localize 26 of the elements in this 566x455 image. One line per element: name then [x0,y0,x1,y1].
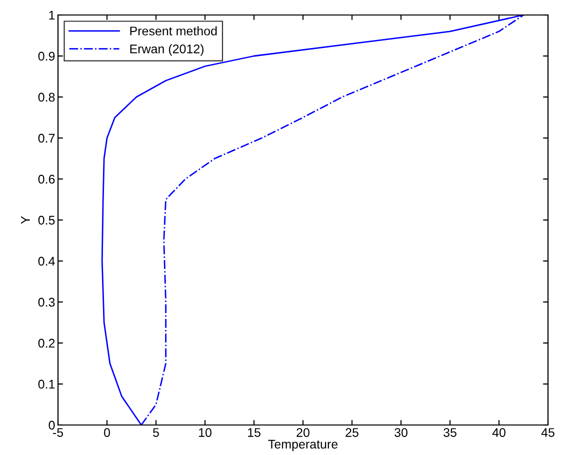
x-tick-label: 0 [104,428,110,437]
y-tick-label: 0.5 [38,216,55,225]
y-tick-label: 0.1 [38,380,55,389]
x-tick-label: 5 [153,428,159,437]
x-tick-label: 35 [444,428,456,437]
y-tick-label: 1 [49,10,55,20]
x-tick-label: -5 [53,428,64,437]
y-tick-label: 0.2 [38,338,55,348]
legend-label: Erwan (2012) [130,44,204,56]
y-tick-label: 0.3 [38,298,55,307]
y-tick-label: 0.7 [38,134,55,143]
x-axis-title: Temperature [268,440,338,452]
x-tick-label: 40 [492,428,506,437]
x-tick-label: 30 [394,428,408,437]
y-tick-label: 0.9 [38,52,55,61]
y-axis-title: Y [21,216,30,224]
y-tick-label: 0.4 [38,256,55,266]
x-tick-label: 20 [296,428,310,437]
legend-label: Present method [130,26,217,36]
x-tick-label: 10 [199,428,212,437]
y-tick-label: 0.6 [38,174,55,184]
x-tick-label: 25 [346,428,358,437]
y-tick-label: 0 [48,420,55,430]
x-tick-label: 45 [541,428,554,437]
x-tick-label: 15 [248,428,260,437]
y-tick-label: 0.8 [38,92,55,102]
